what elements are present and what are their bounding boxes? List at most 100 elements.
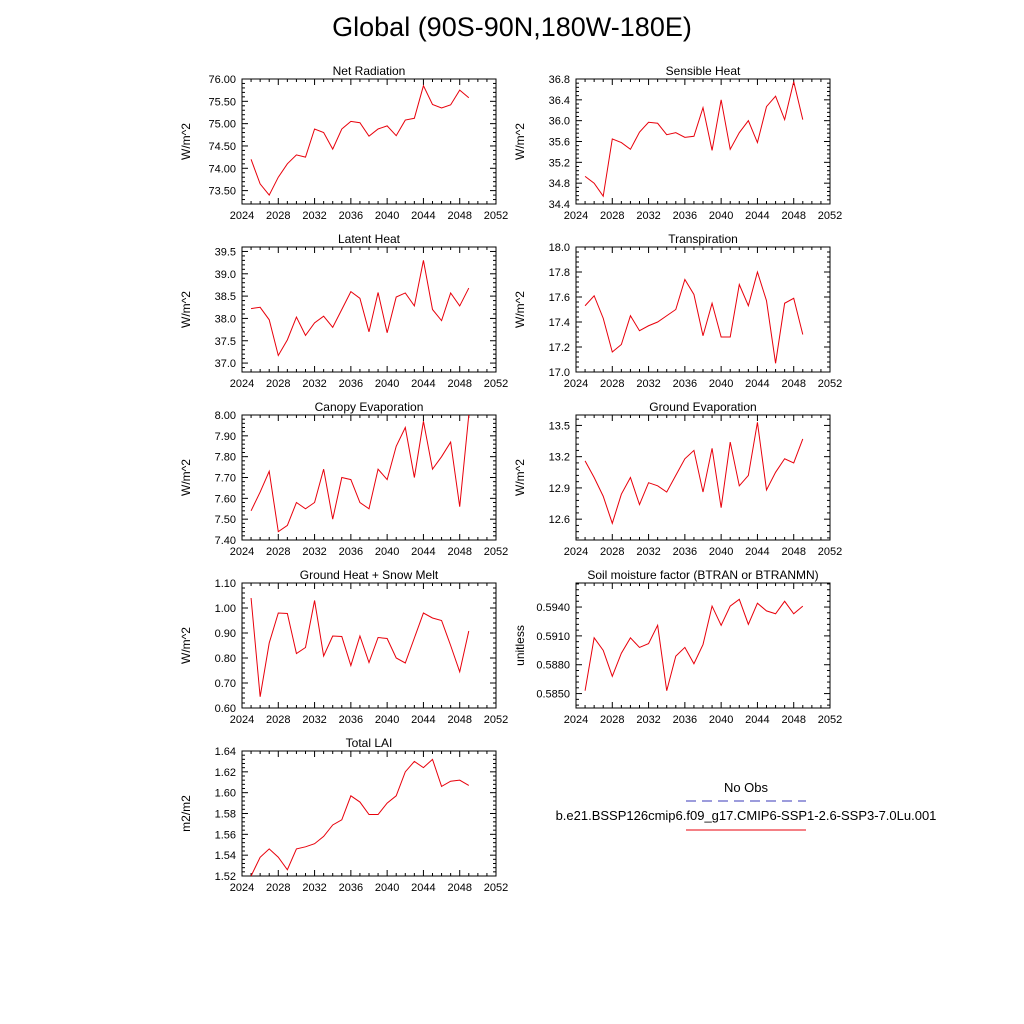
y-tick-label: 7.50 <box>215 514 236 526</box>
y-tick-label: 1.56 <box>215 829 236 841</box>
plot-frame <box>241 78 497 205</box>
y-tick-label: 34.4 <box>549 199 570 211</box>
y-tick-label: 8.00 <box>215 410 236 422</box>
y-tick-label: 36.8 <box>549 74 570 86</box>
y-axis-label: W/m^2 <box>179 291 193 328</box>
y-tick-label: 7.90 <box>215 431 236 443</box>
series-line-1 <box>250 758 470 877</box>
x-tick-label: 2024 <box>230 378 254 390</box>
y-tick-label: 37.5 <box>215 336 236 348</box>
x-tick-label: 2044 <box>745 546 769 558</box>
x-tick-label: 2044 <box>411 882 435 894</box>
x-tick-label: 2036 <box>339 378 363 390</box>
series-line-1 <box>584 81 804 198</box>
chart-panel-6: Ground Evaporation W/m^2 2024 2028 2032 2036 2… <box>513 400 842 558</box>
y-tick-label: 75.00 <box>208 119 236 131</box>
panel-title: Ground Heat + Snow Melt <box>300 568 439 582</box>
y-axis-label: W/m^2 <box>513 123 527 160</box>
y-tick-label: 0.70 <box>215 678 236 690</box>
x-tick-label: 2028 <box>600 378 624 390</box>
panel-title: Sensible Heat <box>666 64 741 78</box>
x-tick-label: 2036 <box>673 378 697 390</box>
x-tick-label: 2036 <box>673 210 697 222</box>
y-tick-label: 36.0 <box>549 116 570 128</box>
y-tick-label: 17.2 <box>549 342 570 354</box>
plot-frame <box>241 582 497 709</box>
series-line-1 <box>250 597 470 697</box>
x-tick-label: 2052 <box>484 714 508 726</box>
y-tick-label: 34.8 <box>549 178 570 190</box>
y-axis-label: W/m^2 <box>179 459 193 496</box>
y-axis-label: m2/m2 <box>179 795 193 832</box>
y-tick-label: 39.0 <box>215 269 236 281</box>
x-tick-label: 2032 <box>302 378 326 390</box>
x-tick-label: 2044 <box>411 378 435 390</box>
x-tick-label: 2032 <box>636 714 660 726</box>
series-line-1 <box>584 598 804 691</box>
legend-label-obs: No Obs <box>724 780 769 795</box>
chart-panel-7: Ground Heat + Snow Melt W/m^2 2024 2028 2032… <box>179 568 508 726</box>
x-tick-label: 2040 <box>375 882 399 894</box>
x-tick-label: 2040 <box>709 378 733 390</box>
x-tick-label: 2044 <box>411 210 435 222</box>
x-tick-label: 2036 <box>673 546 697 558</box>
page-title: Global (90S-90N,180W-180E) <box>332 12 692 42</box>
y-tick-label: 1.10 <box>215 578 236 590</box>
x-tick-label: 2044 <box>745 378 769 390</box>
y-tick-label: 0.80 <box>215 653 236 665</box>
x-tick-label: 2052 <box>484 210 508 222</box>
x-tick-label: 2024 <box>564 546 588 558</box>
x-tick-label: 2028 <box>266 378 290 390</box>
y-axis-label: W/m^2 <box>179 123 193 160</box>
chart-panel-5: Canopy Evaporation W/m^2 2024 2028 2032 2036 2… <box>179 400 508 558</box>
x-tick-label: 2052 <box>818 378 842 390</box>
series-line-1 <box>584 422 804 525</box>
y-tick-label: 17.4 <box>549 317 570 329</box>
y-tick-label: 17.8 <box>549 267 570 279</box>
panel-title: Canopy Evaporation <box>315 400 424 414</box>
x-tick-label: 2052 <box>818 546 842 558</box>
x-tick-label: 2044 <box>411 546 435 558</box>
x-tick-label: 2044 <box>745 714 769 726</box>
x-tick-label: 2024 <box>564 378 588 390</box>
series-line-1 <box>250 84 470 196</box>
y-axis-label: W/m^2 <box>513 459 527 496</box>
x-tick-label: 2048 <box>781 210 805 222</box>
y-tick-label: 0.60 <box>215 703 236 715</box>
x-tick-label: 2036 <box>339 714 363 726</box>
x-tick-label: 2052 <box>484 378 508 390</box>
y-tick-label: 0.5880 <box>536 660 570 672</box>
series-line-1 <box>584 270 804 364</box>
series-line-1 <box>250 260 470 357</box>
x-tick-label: 2028 <box>266 882 290 894</box>
plot-frame <box>575 78 831 205</box>
y-tick-label: 76.00 <box>208 74 236 86</box>
x-tick-label: 2032 <box>302 882 326 894</box>
y-tick-label: 73.50 <box>208 186 236 198</box>
y-tick-label: 35.6 <box>549 137 570 149</box>
y-tick-label: 12.6 <box>549 514 570 526</box>
y-tick-label: 36.4 <box>549 95 570 107</box>
y-tick-label: 0.5910 <box>536 631 570 643</box>
plot-frame <box>241 750 497 877</box>
plot-frame <box>575 414 831 541</box>
legend: No Obs b.e21.BSSP126cmip6.f09_g17.CMIP6-S… <box>556 780 936 831</box>
y-tick-label: 0.5850 <box>536 689 570 701</box>
x-tick-label: 2040 <box>375 546 399 558</box>
x-tick-label: 2052 <box>818 210 842 222</box>
chart-panel-9: Total LAI m2/m2 2024 2028 2032 2036 2040 2044 20… <box>179 736 508 894</box>
x-tick-label: 2048 <box>781 378 805 390</box>
y-tick-label: 0.5940 <box>536 602 570 614</box>
chart-panel-2: Sensible Heat W/m^2 2024 2028 2032 2036 2040 20… <box>513 64 842 222</box>
x-tick-label: 2036 <box>339 882 363 894</box>
y-tick-label: 13.2 <box>549 452 570 464</box>
x-tick-label: 2024 <box>564 714 588 726</box>
x-tick-label: 2028 <box>600 210 624 222</box>
x-tick-label: 2028 <box>600 546 624 558</box>
chart-panel-8: Soil moisture factor (BTRAN or BTRANMN) u… <box>513 568 842 726</box>
x-tick-label: 2036 <box>339 210 363 222</box>
x-tick-label: 2024 <box>230 210 254 222</box>
y-tick-label: 39.5 <box>215 246 236 258</box>
x-tick-label: 2040 <box>375 378 399 390</box>
